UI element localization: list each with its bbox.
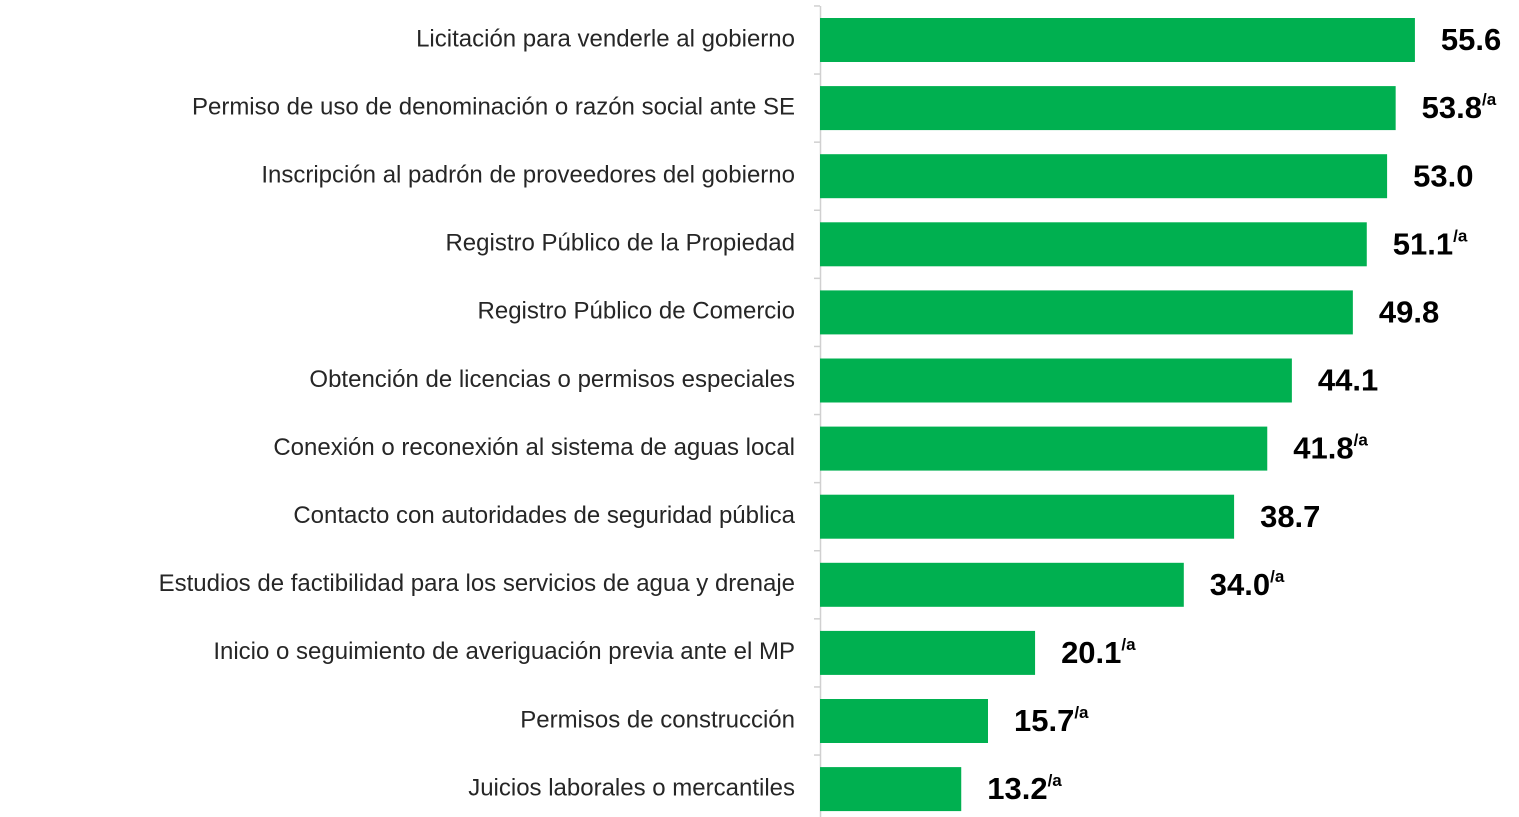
y-tick-label: Contacto con autoridades de seguridad pú… — [293, 502, 795, 529]
value-label: 53.8/a — [1422, 90, 1497, 125]
bar — [820, 290, 1353, 335]
bar — [820, 562, 1184, 607]
y-tick-label: Registro Público de Comercio — [478, 298, 795, 325]
bar — [820, 222, 1367, 267]
value-label: 55.6 — [1441, 22, 1501, 57]
value-label: 53.0 — [1413, 158, 1473, 193]
value-label: 34.0/a — [1210, 567, 1285, 602]
value-label: 15.7/a — [1014, 703, 1089, 738]
value-label: 44.1 — [1318, 363, 1378, 398]
y-tick-label: Juicios laborales o mercantiles — [468, 774, 795, 801]
bar — [820, 154, 1388, 199]
y-tick-label: Registro Público de la Propiedad — [445, 230, 795, 257]
y-tick-label: Inicio o seguimiento de averiguación pre… — [213, 638, 795, 665]
bar — [820, 358, 1292, 403]
y-tick-label: Licitación para venderle al gobierno — [416, 25, 795, 52]
y-tick-label: Permisos de construcción — [520, 706, 795, 733]
bar — [820, 767, 962, 812]
value-label: 41.8/a — [1293, 431, 1368, 466]
value-label: 38.7 — [1260, 499, 1320, 534]
y-tick-label: Conexión o reconexión al sistema de agua… — [273, 434, 795, 461]
y-tick-label: Estudios de factibilidad para los servic… — [159, 570, 795, 597]
bar — [820, 426, 1268, 471]
bar — [820, 699, 988, 743]
y-tick-label: Permiso de uso de denominación o razón s… — [192, 93, 795, 120]
value-label: 13.2/a — [987, 771, 1062, 806]
bar — [820, 86, 1396, 131]
bar — [820, 494, 1235, 539]
bar — [820, 630, 1036, 675]
bar — [820, 18, 1415, 62]
y-tick-label: Inscripción al padrón de proveedores del… — [261, 162, 795, 189]
y-tick-label: Obtención de licencias o permisos especi… — [309, 366, 795, 393]
value-label: 20.1/a — [1061, 635, 1136, 670]
value-label: 51.1/a — [1393, 226, 1468, 261]
value-label: 49.8 — [1379, 295, 1439, 330]
